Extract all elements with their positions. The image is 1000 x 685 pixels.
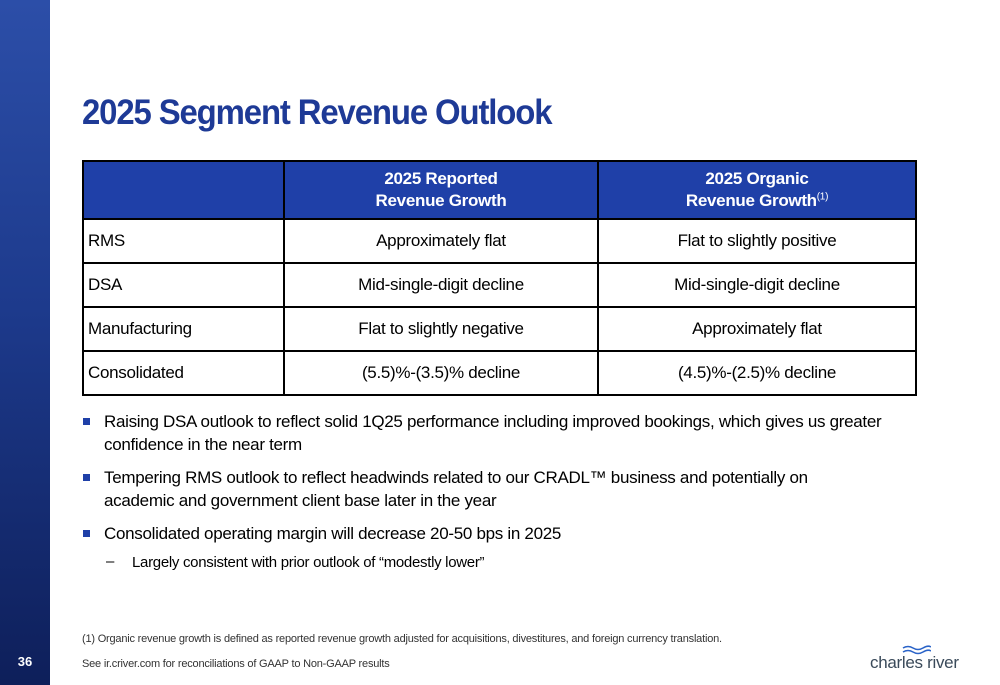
segment-name-cell: DSA [82,262,285,308]
table-row: Manufacturing Flat to slightly negative … [82,306,917,352]
segment-name-cell: Manufacturing [82,306,285,352]
left-sidebar-band [0,0,50,685]
footnote-marker: (1) [816,191,829,203]
bullet-item: Tempering RMS outlook to reflect headwin… [82,466,882,512]
logo-wordmark: charles river [870,653,959,672]
square-bullet-icon [83,474,90,481]
header-segment [82,160,285,220]
table-row: RMS Approximately flat Flat to slightly … [82,218,917,264]
organic-growth-cell: (4.5)%-(2.5)% decline [597,350,917,396]
source-note: See ir.criver.com for reconciliations of… [82,658,390,670]
segment-name-cell: RMS [82,218,285,264]
page-number: 36 [17,654,33,669]
page-title: 2025 Segment Revenue Outlook [82,93,553,132]
header-organic-growth: 2025 Organic Revenue Growth(1) [597,160,917,220]
bullet-item: Consolidated operating margin will decre… [82,522,882,545]
organic-growth-cell: Mid-single-digit decline [597,262,917,308]
dash-bullet-icon: – [106,553,115,570]
footnote: (1) Organic revenue growth is defined as… [82,633,722,645]
bullet-text: Consolidated operating margin will decre… [104,524,562,543]
header-organic-line1: 2025 Organic [705,169,809,188]
bullet-text: Tempering RMS outlook to reflect headwin… [104,468,808,510]
square-bullet-icon [83,418,90,425]
reported-growth-cell: Mid-single-digit decline [283,262,599,308]
table-row: DSA Mid-single-digit decline Mid-single-… [82,262,917,308]
bullet-item: Raising DSA outlook to reflect solid 1Q2… [82,410,882,456]
header-reported-line2: Revenue Growth [375,191,507,210]
segment-outlook-table: 2025 Reported Revenue Growth 2025 Organi… [82,160,917,396]
organic-growth-cell: Approximately flat [597,306,917,352]
wave-logo-icon [902,645,931,655]
sub-bullet-item: – Largely consistent with prior outlook … [82,553,882,573]
reported-growth-cell: Approximately flat [283,218,599,264]
bullet-text: Raising DSA outlook to reflect solid 1Q2… [104,412,882,454]
organic-growth-cell: Flat to slightly positive [597,218,917,264]
segment-name-cell: Consolidated [82,350,285,396]
outlook-bullet-list: Raising DSA outlook to reflect solid 1Q2… [82,410,882,573]
reported-growth-cell: Flat to slightly negative [283,306,599,352]
header-reported-growth: 2025 Reported Revenue Growth [283,160,599,220]
charles-river-logo: charles river [870,645,970,675]
table-row: Consolidated (5.5)%-(3.5)% decline (4.5)… [82,350,917,396]
header-reported-line1: 2025 Reported [384,169,498,188]
header-organic-line2: Revenue Growth [685,191,817,210]
reported-growth-cell: (5.5)%-(3.5)% decline [283,350,599,396]
table-header-row: 2025 Reported Revenue Growth 2025 Organi… [82,160,917,220]
sub-bullet-text: Largely consistent with prior outlook of… [132,554,485,571]
square-bullet-icon [83,530,90,537]
